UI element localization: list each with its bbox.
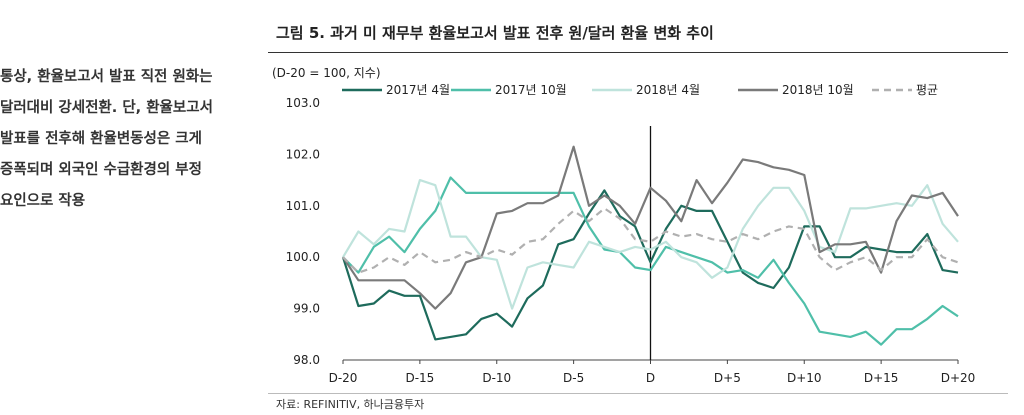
commentary-line: 달러대비 강세전환. 단, 환율보고서 (0, 100, 213, 116)
source-note: 자료: REFINITIV, 하나금융투자 (276, 398, 425, 411)
series-line (342, 176, 959, 346)
x-tick-label: D-20 (329, 371, 358, 385)
chart-series (341, 145, 959, 346)
legend-label: 평균 (916, 83, 938, 97)
x-tick-label: D+15 (864, 371, 899, 385)
unit-label: (D-20 = 100, 지수) (272, 66, 381, 80)
commentary-line: 통상, 환율보고서 발표 직전 원화는 (0, 69, 213, 85)
chart-legend: 2017년 4월 2017년 10월 2018년 4월 2018년 10월 평균 (342, 83, 938, 97)
series-line (342, 145, 959, 310)
y-tick-label: 102.0 (286, 147, 320, 161)
y-tick-label: 101.0 (286, 199, 320, 213)
y-tick-label: 100.0 (286, 250, 320, 264)
legend-label: 2017년 4월 (386, 83, 450, 97)
y-tick-label: 98.0 (293, 353, 320, 367)
x-tick-label: D (646, 371, 655, 385)
legend-label: 2018년 10월 (782, 83, 854, 97)
x-tick-label: D-5 (563, 371, 584, 385)
title-divider (268, 52, 1008, 53)
x-tick-label: D-10 (482, 371, 511, 385)
y-tick-label: 103.0 (286, 96, 320, 110)
x-tick-label: D+10 (787, 371, 822, 385)
series-line (342, 179, 959, 310)
series-line (342, 207, 959, 274)
x-tick-label: D+5 (714, 371, 741, 385)
legend-label: 2018년 4월 (636, 83, 700, 97)
chart-axes: 98.0 99.0 100.0 101.0 102.0 103.0 D-20 D-15 D-10… (286, 96, 976, 385)
series-line (341, 189, 959, 341)
commentary-line: 요인으로 작용 (0, 193, 86, 209)
commentary-line: 증폭되며 외국인 수급환경의 부정 (0, 162, 202, 178)
commentary-line: 발표를 전후해 환율변동성은 크게 (0, 131, 202, 147)
x-tick-label: D+20 (941, 371, 976, 385)
x-tick-label: D-15 (405, 371, 434, 385)
bottom-divider (268, 393, 1008, 394)
legend-label: 2017년 10월 (495, 83, 567, 97)
figure-title: 그림 5. 과거 미 재무부 환율보고서 발표 전후 원/달러 환율 변화 추이 (276, 24, 714, 42)
side-commentary: 통상, 환율보고서 발표 직전 원화는 달러대비 강세전환. 단, 환율보고서 … (0, 62, 250, 217)
y-tick-label: 99.0 (293, 302, 320, 316)
